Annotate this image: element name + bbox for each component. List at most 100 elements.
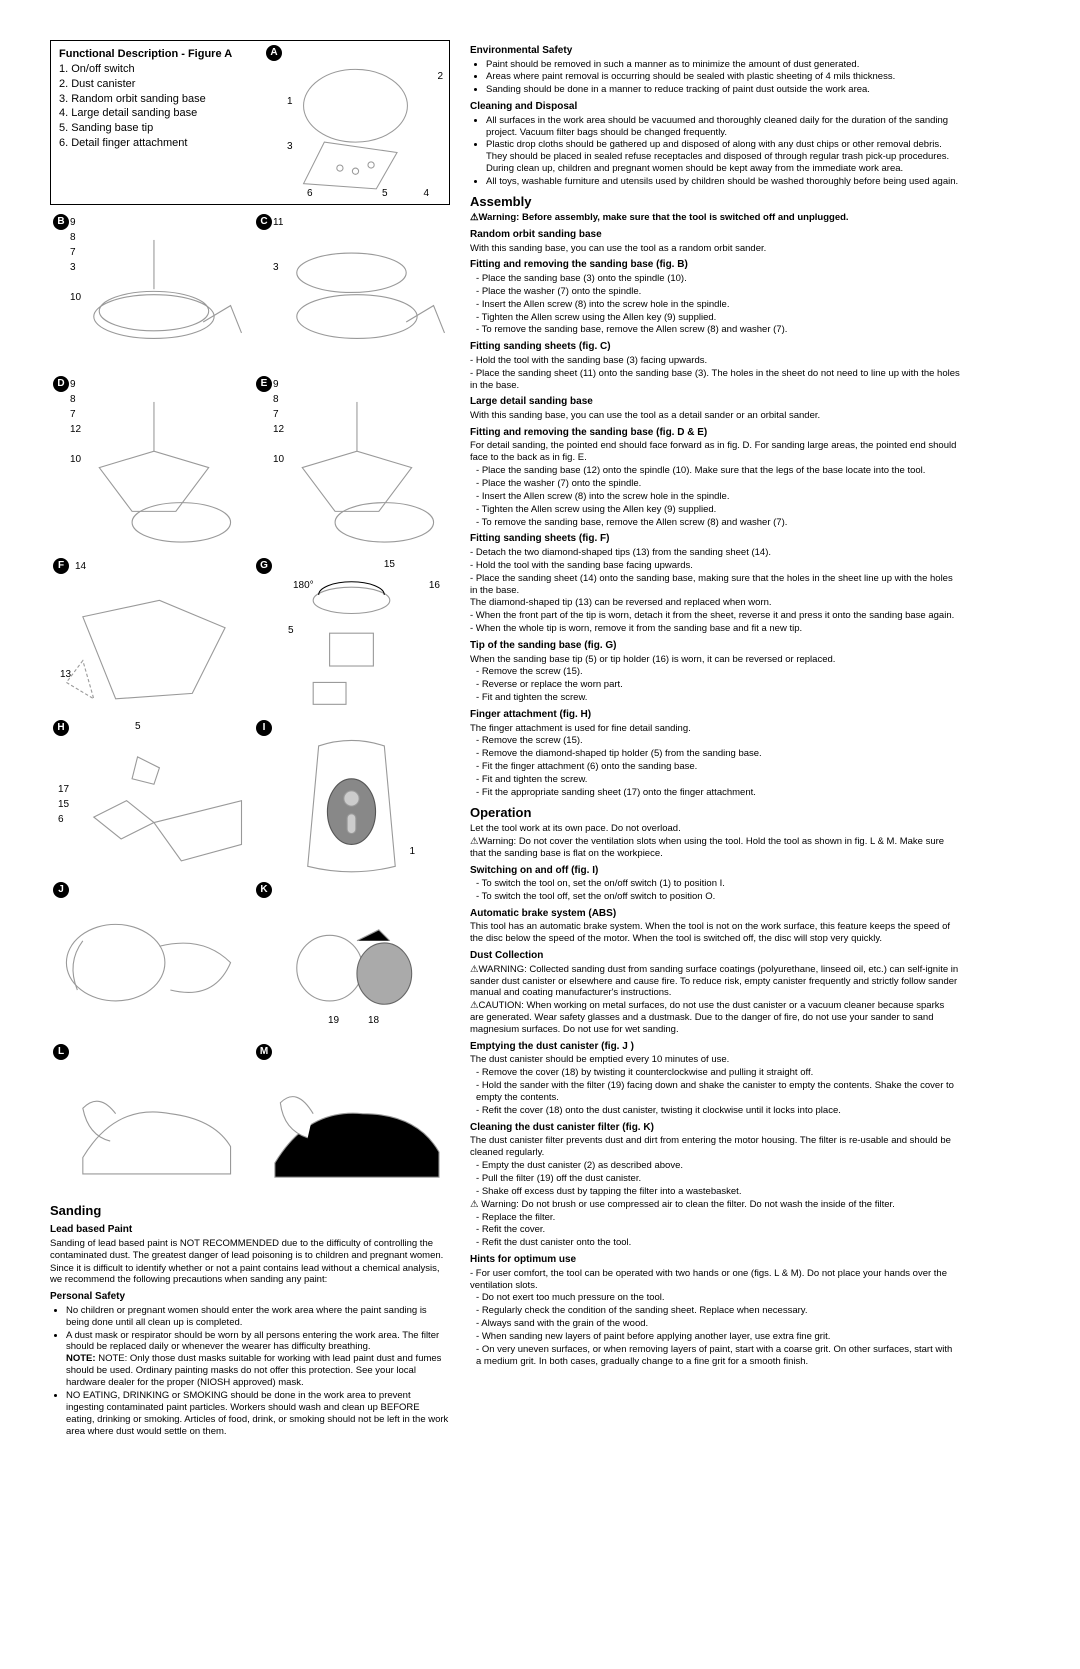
fit-b-item: Place the sanding base (3) onto the spin… bbox=[476, 273, 960, 285]
pers-item: NO EATING, DRINKING or SMOKING should be… bbox=[66, 1390, 450, 1438]
callout-5: 5 bbox=[382, 188, 388, 201]
figure-g: G 15 180° 16 5 bbox=[253, 555, 450, 711]
empty-j-item: Hold the sander with the filter (19) fac… bbox=[476, 1080, 960, 1104]
fit-b-item: Tighten the Allen screw using the Allen … bbox=[476, 312, 960, 324]
fit-f-p2: - When the front part of the tip is worn… bbox=[470, 610, 960, 622]
left-column: Functional Description - Figure A 1. On/… bbox=[50, 40, 450, 1438]
hints-intro: - For user comfort, the tool can be oper… bbox=[470, 1268, 960, 1292]
fit-f-item: Detach the two diamond-shaped tips (13) … bbox=[476, 547, 771, 558]
functional-item-2: 3. Random orbit sanding base bbox=[59, 93, 206, 105]
abs-text: This tool has an automatic brake system.… bbox=[470, 921, 960, 945]
drawing bbox=[253, 391, 450, 555]
assembly-warning: ⚠Warning: Before assembly, make sure tha… bbox=[470, 212, 849, 223]
hints-item: On very uneven surfaces, or when removin… bbox=[476, 1344, 960, 1368]
env-item: Sanding should be done in a manner to re… bbox=[486, 84, 960, 96]
functional-item-0: 1. On/off switch bbox=[59, 63, 135, 75]
drawing bbox=[50, 897, 247, 1039]
finger-h-item: Fit and tighten the screw. bbox=[476, 774, 960, 786]
fig-letter-b: B bbox=[53, 214, 69, 230]
pers-note: NOTE: NOTE: Only those dust masks suitab… bbox=[66, 1353, 441, 1388]
finger-h-item: Fit the finger attachment (6) onto the s… bbox=[476, 761, 960, 773]
clean-k2-item: Refit the dust canister onto the tool. bbox=[476, 1237, 960, 1249]
fit-b-item: Insert the Allen screw (8) into the scre… bbox=[476, 299, 960, 311]
dust-caution: ⚠CAUTION: When working on metal surfaces… bbox=[470, 1000, 960, 1036]
fit-c-item: Place the sanding sheet (11) onto the sa… bbox=[470, 368, 960, 391]
clean-k2-item: Refit the cover. bbox=[476, 1224, 960, 1236]
pers-item: A dust mask or respirator should be worn… bbox=[66, 1330, 439, 1353]
fig-letter-f: F bbox=[53, 558, 69, 574]
tip-g-text: When the sanding base tip (5) or tip hol… bbox=[470, 654, 960, 666]
callout: 11 bbox=[273, 217, 283, 228]
fig-letter-c: C bbox=[256, 214, 272, 230]
finger-h-text: The finger attachment is used for fine d… bbox=[470, 723, 960, 735]
fig-letter-g: G bbox=[256, 558, 272, 574]
drawing bbox=[50, 229, 247, 371]
functional-item-5: 6. Detail finger attachment bbox=[59, 137, 187, 149]
drawing bbox=[253, 573, 450, 715]
figure-l: L bbox=[50, 1041, 247, 1197]
fit-de-item: Place the sanding base (12) onto the spi… bbox=[476, 465, 960, 477]
clean-k-warning: ⚠ Warning: Do not brush or use compresse… bbox=[470, 1199, 960, 1211]
large-detail-text: With this sanding base, you can use the … bbox=[470, 410, 960, 422]
lead-paint-p1: Sanding of lead based paint is NOT RECOM… bbox=[50, 1238, 450, 1262]
switch-i-item: To switch the tool on, set the on/off sw… bbox=[476, 878, 960, 890]
fit-c-item: Hold the tool with the sanding base (3) … bbox=[476, 355, 707, 366]
pers-item: No children or pregnant women should ent… bbox=[66, 1305, 450, 1329]
fig-letter-i: I bbox=[256, 720, 272, 736]
figure-a-drawing bbox=[262, 59, 449, 204]
drawing bbox=[50, 391, 247, 555]
cleaning-disposal-heading: Cleaning and Disposal bbox=[470, 101, 960, 114]
hints-item: Do not exert too much pressure on the to… bbox=[476, 1292, 960, 1304]
finger-h-item: Fit the appropriate sanding sheet (17) o… bbox=[476, 787, 960, 799]
figure-e: E 9 8 7 12 10 bbox=[253, 373, 450, 549]
tip-g-item: Reverse or replace the worn part. bbox=[476, 679, 960, 691]
figure-f: F 14 13 bbox=[50, 555, 247, 711]
fig-letter-j: J bbox=[53, 882, 69, 898]
callout: 9 bbox=[273, 379, 279, 390]
abs-heading: Automatic brake system (ABS) bbox=[470, 908, 960, 921]
sanding-heading: Sanding bbox=[50, 1203, 450, 1219]
dust-collection-heading: Dust Collection bbox=[470, 950, 960, 963]
drawing bbox=[50, 735, 247, 877]
fit-b-item: Place the washer (7) onto the spindle. bbox=[476, 286, 960, 298]
personal-safety-heading: Personal Safety bbox=[50, 1291, 450, 1304]
hints-heading: Hints for optimum use bbox=[470, 1254, 960, 1267]
drawing bbox=[50, 1059, 247, 1201]
finger-h-heading: Finger attachment (fig. H) bbox=[470, 709, 960, 722]
random-orbit-heading: Random orbit sanding base bbox=[470, 229, 960, 242]
callout: 5 bbox=[135, 721, 141, 734]
clean-item: Plastic drop cloths should be gathered u… bbox=[486, 139, 960, 175]
callout-4: 4 bbox=[423, 188, 429, 201]
figure-c: C 11 3 bbox=[253, 211, 450, 367]
operation-warning: ⚠Warning: Do not cover the ventilation s… bbox=[470, 836, 960, 860]
callout: 15 bbox=[384, 559, 395, 572]
drawing bbox=[253, 735, 450, 877]
operation-p1: Let the tool work at its own pace. Do no… bbox=[470, 823, 960, 835]
empty-j-heading: Emptying the dust canister (fig. J ) bbox=[470, 1041, 960, 1054]
empty-j-item: Refit the cover (18) onto the dust canis… bbox=[476, 1105, 960, 1117]
fit-f-p1: The diamond-shaped tip (13) can be rever… bbox=[470, 597, 960, 609]
fit-de-item: Place the washer (7) onto the spindle. bbox=[476, 478, 960, 490]
callout: 14 bbox=[75, 561, 86, 574]
fit-de-item: Insert the Allen screw (8) into the scre… bbox=[476, 491, 960, 503]
fig-letter-l: L bbox=[53, 1044, 69, 1060]
figure-m: M bbox=[253, 1041, 450, 1197]
fit-de-text: For detail sanding, the pointed end shou… bbox=[470, 440, 960, 464]
drawing bbox=[253, 897, 450, 1039]
figure-d: D 9 8 7 12 10 bbox=[50, 373, 247, 549]
hints-item: Always sand with the grain of the wood. bbox=[476, 1318, 960, 1330]
lead-paint-p2: Since it is difficult to identify whethe… bbox=[50, 1263, 450, 1287]
figure-b: B 9 8 7 3 10 bbox=[50, 211, 247, 367]
switch-i-heading: Switching on and off (fig. I) bbox=[470, 865, 960, 878]
fit-de-item: To remove the sanding base, remove the A… bbox=[476, 517, 960, 529]
figure-j: J bbox=[50, 879, 247, 1035]
fit-f-item: Place the sanding sheet (14) onto the sa… bbox=[470, 573, 953, 596]
callout-3: 3 bbox=[287, 141, 293, 154]
callout: 9 bbox=[70, 379, 76, 390]
fig-letter-k: K bbox=[256, 882, 272, 898]
callout-1: 1 bbox=[287, 96, 293, 109]
clean-k-item: Shake off excess dust by tapping the fil… bbox=[476, 1186, 960, 1198]
tip-g-heading: Tip of the sanding base (fig. G) bbox=[470, 640, 960, 653]
clean-item: All toys, washable furniture and utensil… bbox=[486, 176, 960, 188]
fit-de-item: Tighten the Allen screw using the Allen … bbox=[476, 504, 960, 516]
